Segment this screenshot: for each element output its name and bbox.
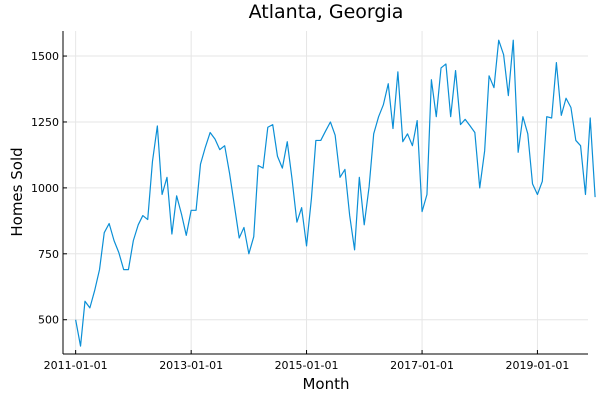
x-axis-label: Month [302,375,349,393]
chart-title: Atlanta, Georgia [249,1,404,23]
tick-labels: 2011-01-01 2013-01-01 2015-01-01 2017-01-01… [31,50,569,372]
y-axis-label: Homes Sold [8,147,26,236]
gridlines [63,31,588,354]
x-tick-label: 2017-01-01 [390,359,454,372]
y-tick-label: 1500 [31,50,59,63]
y-tick-label: 1000 [31,182,59,195]
x-tick-label: 2011-01-01 [44,359,108,372]
x-tick-label: 2019-01-01 [505,359,569,372]
y-tick-label: 750 [38,248,59,261]
y-tick-label: 1250 [31,116,59,129]
x-tick-label: 2015-01-01 [275,359,339,372]
series-layer [75,39,596,347]
x-tick-label: 2013-01-01 [159,359,223,372]
y-tick-label: 500 [38,314,59,327]
axes [62,31,588,355]
homes-sold-series-line [75,39,596,347]
